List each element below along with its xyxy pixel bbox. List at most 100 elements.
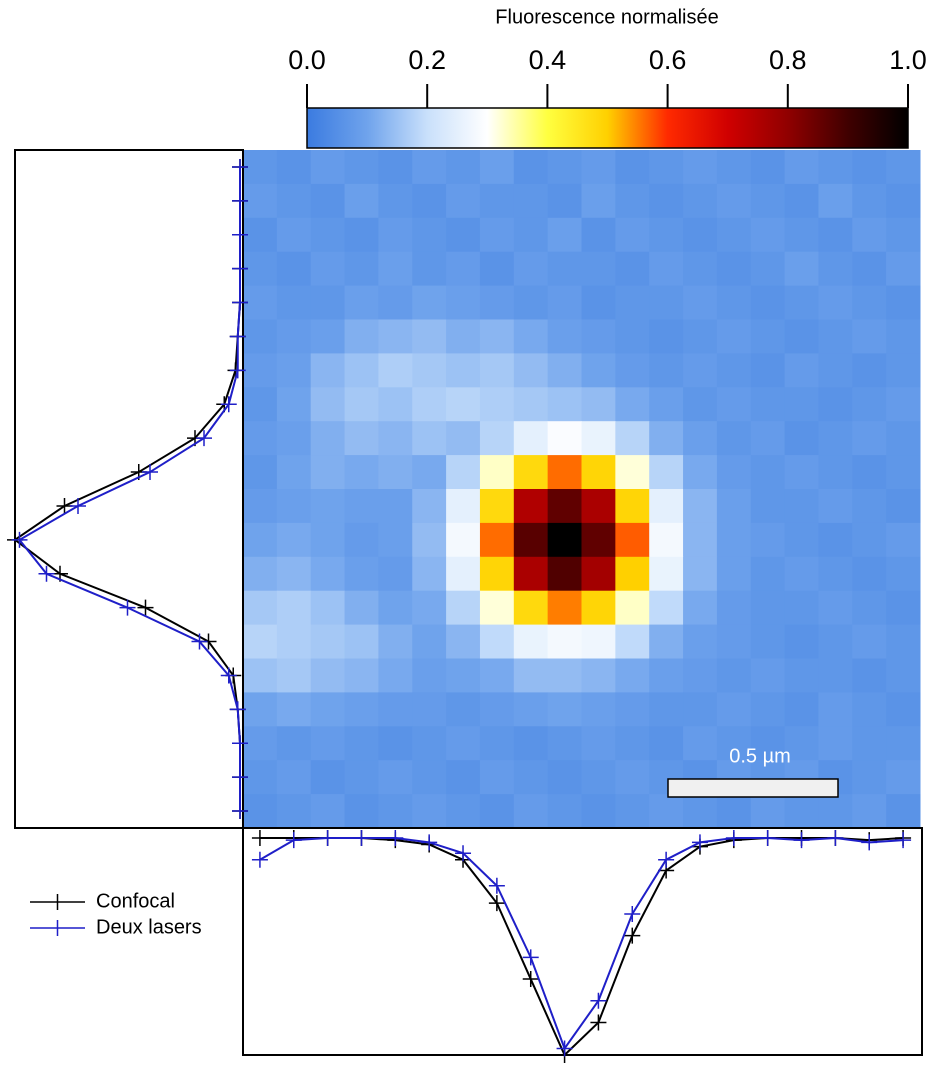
profile-marker	[725, 830, 742, 846]
heat-cell	[784, 421, 819, 456]
heat-cell	[683, 556, 718, 592]
heat-cell	[378, 760, 413, 795]
profile-marker	[119, 599, 136, 616]
heat-cell	[581, 150, 616, 185]
heat-cell	[649, 150, 684, 185]
heat-cell	[649, 455, 684, 490]
heat-cell	[581, 285, 616, 320]
heat-cell	[886, 319, 921, 354]
heat-cell	[344, 590, 379, 626]
heat-cell	[750, 692, 786, 727]
heat-cell	[479, 150, 515, 185]
heat-cell	[818, 590, 853, 626]
heat-cell	[310, 319, 346, 354]
heat-cell	[818, 285, 853, 320]
heat-cell	[547, 624, 582, 659]
heat-cell	[547, 522, 582, 558]
heat-cell	[818, 150, 853, 185]
heat-cell	[818, 726, 853, 761]
heat-cell	[818, 794, 853, 829]
heat-cell	[513, 387, 549, 422]
heat-cell	[784, 387, 819, 422]
heat-cell	[378, 590, 413, 626]
heat-cell	[412, 590, 447, 626]
heat-cell	[344, 556, 379, 592]
heat-cell	[412, 285, 447, 320]
heat-cell	[276, 794, 312, 829]
heat-cell	[649, 387, 684, 422]
heat-cell	[378, 522, 413, 558]
profile-marker	[387, 830, 404, 846]
heat-cell	[547, 794, 582, 829]
heat-cell	[276, 319, 312, 354]
heat-cell	[276, 353, 312, 388]
heat-cell	[886, 489, 921, 524]
heat-cell	[852, 285, 887, 320]
heat-cell	[344, 760, 379, 795]
heat-cell	[513, 624, 549, 659]
heat-cell	[683, 183, 718, 219]
heat-cell	[344, 183, 379, 219]
heat-cell	[412, 455, 447, 490]
heat-cell	[513, 760, 549, 795]
heat-cell	[479, 658, 515, 693]
heat-cell	[683, 726, 718, 761]
heat-cell	[750, 522, 786, 558]
heat-cell	[412, 421, 447, 456]
profile-marker	[232, 260, 248, 277]
profile-line	[17, 166, 241, 812]
heat-cell	[412, 319, 447, 354]
heat-cell	[886, 150, 921, 185]
heat-cell	[886, 353, 921, 388]
heat-cell	[310, 387, 346, 422]
heat-cell	[615, 794, 650, 829]
heat-cell	[276, 590, 312, 626]
heat-cell	[683, 387, 718, 422]
heat-cell	[276, 251, 312, 287]
profile-marker	[895, 832, 912, 849]
heat-cell	[412, 251, 447, 287]
profile-marker	[251, 830, 268, 846]
heat-cell	[310, 353, 346, 388]
heat-cell	[683, 489, 718, 524]
heat-cell	[243, 353, 278, 388]
heat-cell	[446, 590, 481, 626]
heat-cell	[513, 794, 549, 829]
heat-cell	[446, 489, 481, 524]
profile-line	[259, 837, 904, 1057]
heat-cell	[886, 251, 921, 287]
heat-cell	[852, 590, 887, 626]
heat-cell	[276, 760, 312, 795]
heat-cell	[683, 794, 718, 829]
heat-cell	[378, 353, 413, 388]
heat-cell	[852, 624, 887, 659]
heat-cell	[852, 556, 887, 592]
heat-cell	[479, 794, 515, 829]
heat-cell	[276, 183, 312, 219]
heat-cell	[513, 421, 549, 456]
heat-cell	[276, 692, 312, 727]
heat-cell	[513, 285, 549, 320]
heat-cell	[683, 455, 718, 490]
heat-cell	[378, 285, 413, 320]
heat-cell	[513, 217, 549, 253]
heat-cell	[818, 624, 853, 659]
heat-cell	[750, 353, 786, 388]
heat-cell	[852, 692, 887, 727]
heat-cell	[479, 455, 515, 490]
heat-cell	[310, 183, 346, 219]
heat-cell	[886, 726, 921, 761]
heat-cell	[479, 522, 515, 558]
heat-cell	[513, 556, 549, 592]
profile-marker	[232, 226, 248, 243]
heat-cell	[615, 522, 650, 558]
left-panel-frame	[14, 149, 244, 829]
heat-cell	[649, 319, 684, 354]
heat-cell	[750, 726, 786, 761]
heat-cell	[479, 217, 515, 253]
heat-cell	[243, 658, 278, 693]
heat-cell	[581, 353, 616, 388]
colorbar	[306, 107, 909, 149]
profile-marker	[691, 834, 708, 851]
heat-cell	[615, 658, 650, 693]
